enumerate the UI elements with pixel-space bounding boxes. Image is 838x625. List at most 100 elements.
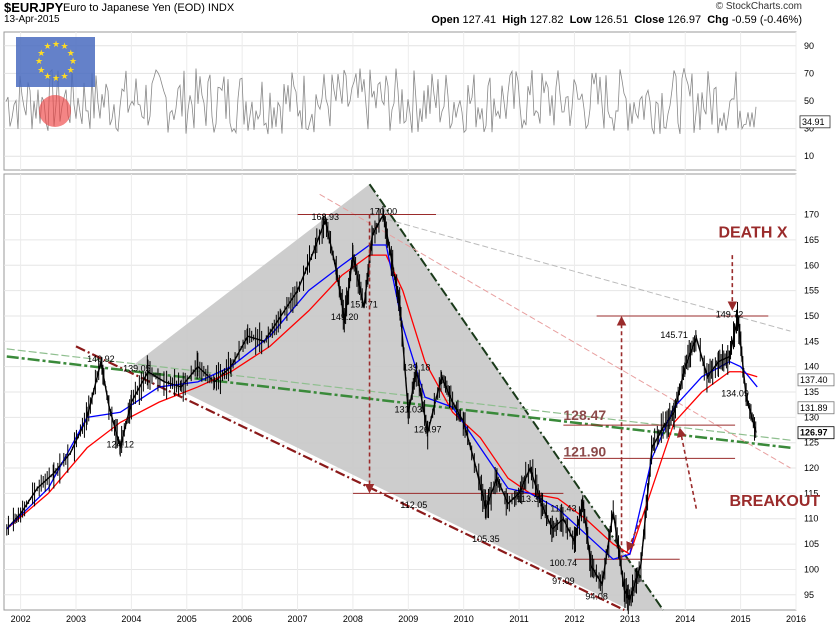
annotation-label: 112.05 — [400, 500, 427, 510]
x-tick-label: 2007 — [288, 614, 308, 624]
brand: © StockCharts.com — [715, 1, 802, 12]
annotation-label: 170.00 — [370, 207, 398, 217]
x-tick-label: 2003 — [66, 614, 86, 624]
y-tick-label: 110 — [804, 514, 818, 524]
right-price-label: 126.97 — [800, 428, 828, 438]
high-label: High — [502, 14, 527, 26]
upper-trendline — [368, 183, 664, 611]
x-tick-label: 2008 — [343, 614, 363, 624]
x-tick-label: 2016 — [786, 614, 806, 624]
flag-star-icon: ★ — [37, 64, 46, 75]
flag-star-icon: ★ — [60, 70, 69, 81]
x-tick-label: 2013 — [620, 614, 640, 624]
x-tick-label: 2012 — [564, 614, 584, 624]
flag-star-icon: ★ — [43, 70, 52, 81]
close-label: Close — [634, 14, 665, 26]
annotation-label: 149.72 — [716, 309, 744, 319]
flag-star-icon: ★ — [43, 41, 52, 52]
rsi-line — [5, 68, 757, 135]
flag-star-icon: ★ — [69, 56, 78, 66]
flag-star-icon: ★ — [52, 73, 61, 83]
chart-header: $EURJPY Euro to Japanese Yen (EOD) INDX … — [0, 0, 838, 30]
flag-star-icon: ★ — [37, 47, 46, 58]
annotation-label: 168.93 — [311, 212, 339, 222]
annotation-label: 126.97 — [414, 425, 442, 435]
y-tick-label: 130 — [804, 412, 819, 422]
annotation-label: 124.12 — [107, 439, 135, 449]
lower-trendline — [75, 345, 625, 611]
annotation-label: 140.92 — [87, 354, 115, 364]
low-value: 126.51 — [594, 14, 629, 26]
annotation-callout: BREAKOUT — [730, 493, 821, 510]
y-tick-label: 100 — [804, 564, 819, 574]
annotation-arrow — [626, 518, 642, 553]
x-tick-label: 2006 — [232, 614, 252, 624]
annotation-label: 128.47 — [563, 407, 606, 423]
annotation-label: 105.35 — [472, 534, 500, 544]
y-tick-label: 150 — [804, 311, 819, 321]
x-tick-label: 2011 — [509, 614, 528, 624]
y-tick-label: 105 — [804, 539, 819, 549]
chg-value: -0.59 (-0.46%) — [731, 14, 802, 26]
close-value: 126.97 — [667, 14, 702, 26]
x-tick-label: 2015 — [731, 614, 751, 624]
flag-star-icon: ★ — [52, 39, 61, 49]
rsi-tick-label: 30 — [804, 124, 814, 134]
eu-flag-image: ★ ★ ★ ★ ★ ★ ★ ★ ★ ★ ★ ★ — [16, 37, 95, 87]
x-tick-label: 2009 — [398, 614, 418, 624]
grey-trendline — [369, 214, 791, 332]
right-price-label: 131.89 — [800, 403, 828, 413]
quote-summary: Open 127.41 High 127.82 Low 126.51 Close… — [431, 14, 802, 26]
annotation-label: 145.71 — [660, 330, 688, 340]
annotation-label: 139.05 — [123, 364, 151, 374]
right-price-box — [797, 426, 835, 440]
y-tick-label: 145 — [804, 336, 819, 346]
x-tick-label: 2014 — [675, 614, 695, 624]
red-circle-image — [39, 95, 71, 127]
flag-star-icon: ★ — [66, 64, 75, 75]
y-tick-label: 140 — [804, 362, 819, 372]
annotation-label: 94.08 — [585, 591, 608, 601]
rsi-tick-label: 50 — [804, 96, 814, 106]
x-tick-label: 2005 — [177, 614, 197, 624]
pink-trendline — [319, 193, 791, 469]
x-tick-label: 2010 — [454, 614, 474, 624]
low-label: Low — [569, 14, 592, 26]
high-value: 127.82 — [529, 14, 564, 26]
symbol: $EURJPY — [4, 0, 64, 15]
annotation-label: 121.90 — [563, 443, 606, 459]
annotation-label: 97.09 — [552, 576, 575, 586]
y-tick-label: 155 — [804, 286, 819, 296]
y-tick-label: 170 — [804, 210, 819, 220]
y-tick-label: 95 — [804, 590, 814, 600]
y-tick-label: 120 — [804, 463, 819, 473]
annotation-label: 139.18 — [403, 363, 431, 373]
flag-star-icon: ★ — [66, 47, 75, 58]
annotation-label: 151.71 — [350, 299, 378, 309]
wedge-triangle — [131, 184, 664, 611]
y-tick-label: 165 — [804, 235, 819, 245]
annotation-label: 134.09 — [721, 389, 749, 399]
instrument-name: Euro to Japanese Yen (EOD) INDX — [63, 2, 235, 14]
rsi-tick-label: 10 — [804, 151, 814, 161]
annotation-label: 131.03 — [395, 404, 423, 414]
chg-label: Chg — [707, 14, 729, 26]
right-price-box — [797, 373, 835, 387]
annotation-label: 113.33 — [517, 494, 544, 504]
flag-star-icon: ★ — [60, 41, 69, 52]
rsi-tick-label: 90 — [804, 41, 814, 51]
right-price-box — [797, 401, 835, 415]
x-tick-label: 2004 — [121, 614, 141, 624]
rsi-value-label: 34.91 — [802, 117, 825, 127]
annotation-label: 149.20 — [331, 312, 359, 322]
rsi-value-box — [799, 115, 831, 129]
open-label: Open — [431, 14, 460, 26]
rsi-tick-label: 70 — [804, 68, 814, 78]
right-price-label: 137.40 — [800, 375, 828, 385]
y-tick-label: 160 — [804, 260, 819, 270]
date: 13-Apr-2015 — [4, 14, 60, 25]
annotation-label: 100.74 — [550, 558, 578, 568]
y-tick-label: 135 — [804, 387, 819, 397]
y-tick-label: 115 — [804, 488, 818, 498]
